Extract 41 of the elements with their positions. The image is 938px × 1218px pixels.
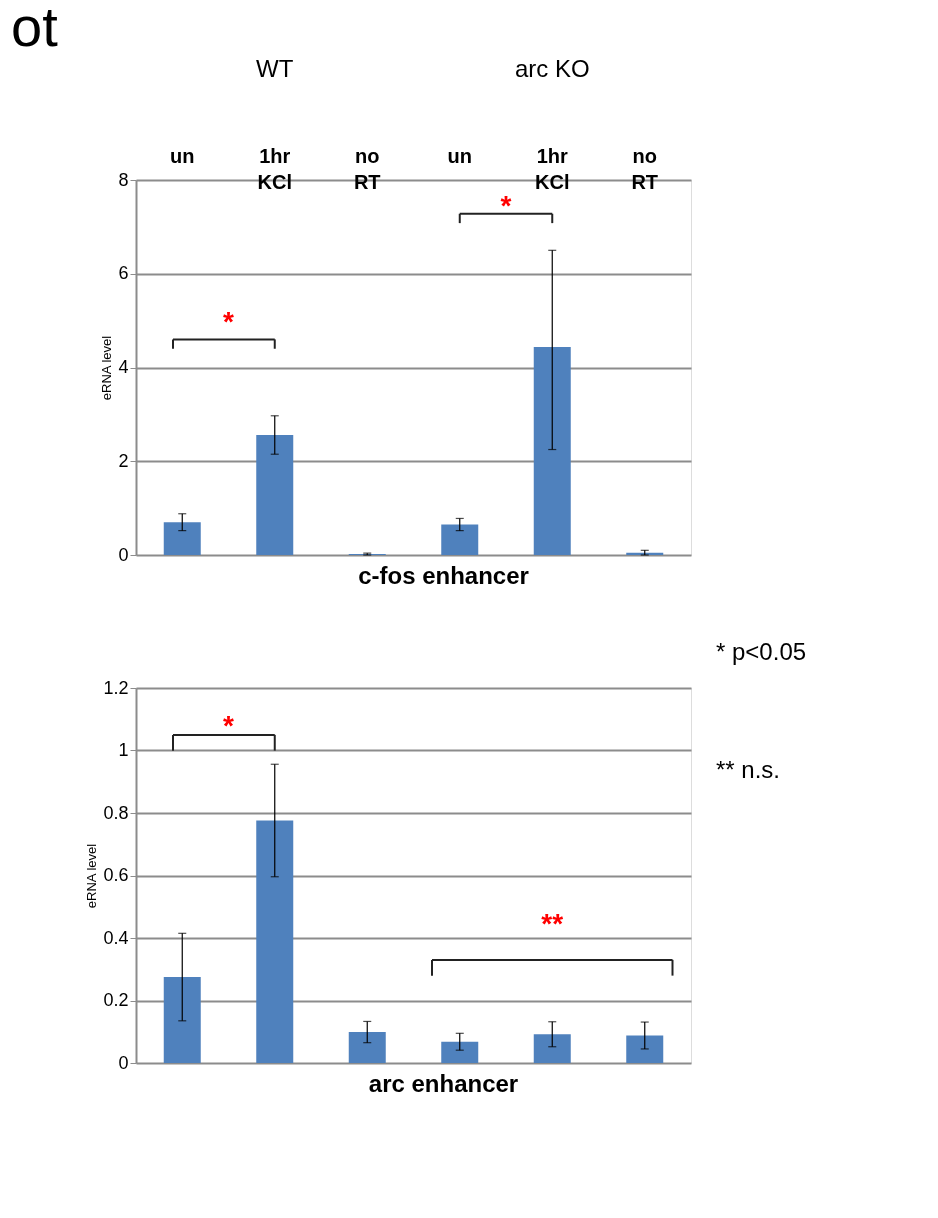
annotation: *	[223, 306, 235, 337]
y-tick-label: 0.4	[103, 927, 129, 948]
x-tick-label: 1hr KCl	[257, 144, 292, 193]
bar	[533, 1034, 571, 1063]
bar	[256, 435, 294, 555]
annotation: *	[223, 710, 235, 742]
y-axis-title: eRNA level	[84, 843, 100, 909]
y-tick-label: 6	[118, 263, 129, 284]
y-tick-label: 0	[118, 544, 129, 565]
bar	[441, 524, 479, 555]
x-tick-label: un	[170, 144, 195, 167]
annotation: **	[541, 907, 564, 939]
x-tick-label: 1hr KCl	[535, 144, 570, 193]
chart-title: ot	[10, 0, 59, 58]
y-axis-title: eRNA level	[99, 335, 115, 401]
y-tick-label: 0	[118, 1052, 129, 1073]
bar	[163, 977, 201, 1063]
y-tick-label: 2	[118, 450, 129, 471]
x-tick-label: un	[447, 144, 472, 167]
text: WT	[256, 55, 294, 82]
x-axis-title: arc enhancer	[368, 1070, 519, 1097]
text: arc KO	[514, 55, 590, 82]
y-tick-label: 4	[118, 357, 129, 377]
x-tick-label: no RT	[631, 144, 659, 193]
bar	[533, 346, 571, 555]
bar	[441, 1041, 479, 1063]
y-tick-label: 8	[118, 169, 129, 190]
y-tick-label: 1.2	[103, 677, 129, 698]
y-tick-label: 0.2	[103, 990, 129, 1010]
y-tick-label: 1	[118, 740, 129, 760]
y-tick-label: 0.8	[103, 802, 129, 823]
bar	[163, 522, 201, 555]
text: ** n.s.	[716, 756, 781, 783]
y-tick-label: 0.6	[103, 865, 129, 885]
text: * p<0.05	[716, 638, 807, 665]
bar	[256, 820, 294, 1063]
annotation: *	[500, 189, 512, 221]
bar	[348, 1032, 386, 1063]
x-axis-title: c-fos enhancer	[358, 562, 529, 589]
x-tick-label: no RT	[353, 144, 381, 193]
bar	[626, 1035, 664, 1063]
